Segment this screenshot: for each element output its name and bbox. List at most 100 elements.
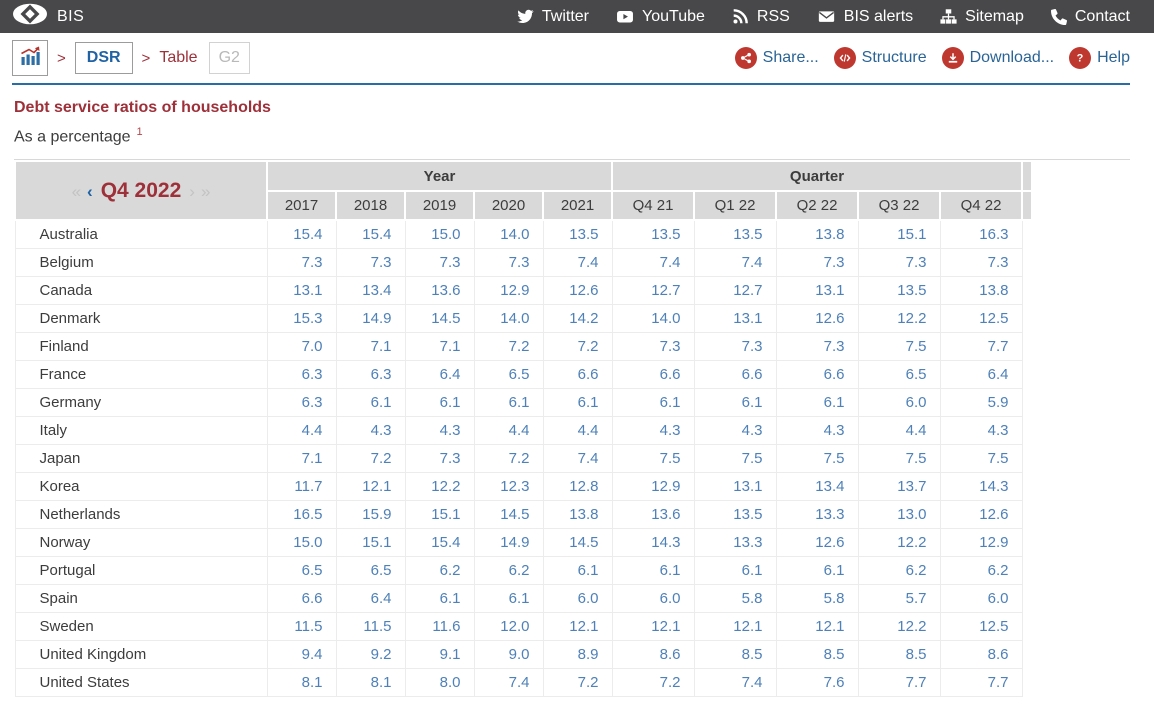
- rss-icon: [732, 8, 749, 25]
- country-cell: Netherlands: [14, 499, 268, 529]
- page-title: Debt service ratios of households: [14, 99, 271, 116]
- table-row-germany: Germany 6.3 6.1 6.1 6.1 6.1 6.1 6.1 6.1 6.0 5.9: [14, 387, 1032, 417]
- value-cell: 7.5: [611, 443, 695, 473]
- value-cell: 14.3: [611, 527, 695, 557]
- topbar-link-bis-alerts[interactable]: BIS alerts: [817, 8, 913, 26]
- row-filler: [1022, 416, 1032, 445]
- twitter-icon: [517, 8, 534, 25]
- value-cell: 12.2: [857, 611, 941, 641]
- col-header-q4-21[interactable]: Q4 21: [611, 190, 695, 222]
- footnote-link[interactable]: 1: [136, 126, 143, 138]
- value-cell: 15.4: [266, 219, 337, 249]
- row-filler: [1022, 248, 1032, 277]
- col-header-2018[interactable]: 2018: [335, 190, 406, 222]
- country-cell: Portugal: [14, 555, 268, 585]
- value-cell: 7.4: [542, 443, 613, 473]
- value-cell: 6.0: [857, 387, 941, 417]
- action-share[interactable]: Share...: [734, 47, 819, 69]
- value-cell: 7.3: [404, 443, 475, 473]
- value-cell: 15.1: [335, 527, 406, 557]
- country-cell: Finland: [14, 331, 268, 361]
- download-icon: [941, 47, 964, 69]
- value-cell: 13.5: [857, 275, 941, 305]
- table-code-badge: G2: [208, 42, 250, 74]
- action-label: Structure: [861, 49, 927, 66]
- row-filler: [1022, 472, 1032, 501]
- value-cell: 15.0: [404, 219, 475, 249]
- value-cell: 7.2: [335, 443, 406, 473]
- value-cell: 6.2: [939, 555, 1023, 585]
- topbar-link-rss[interactable]: RSS: [732, 8, 790, 26]
- table-row-norway: Norway 15.0 15.1 15.4 14.9 14.5 14.3 13.3 12.6 12…: [14, 527, 1032, 557]
- value-cell: 7.3: [266, 247, 337, 277]
- breadcrumb-table[interactable]: Table: [159, 49, 198, 66]
- value-cell: 11.6: [404, 611, 475, 641]
- topbar-link-label: RSS: [756, 7, 790, 25]
- action-help[interactable]: ? Help: [1069, 47, 1130, 69]
- value-cell: 12.9: [473, 275, 544, 305]
- value-cell: 12.2: [857, 527, 941, 557]
- breadcrumb-dsr[interactable]: DSR: [74, 42, 133, 74]
- table-row-united-kingdom: United Kingdom 9.4 9.2 9.1 9.0 8.9 8.6 8.5 8.5 8.…: [14, 639, 1032, 669]
- value-cell: 8.5: [693, 639, 777, 669]
- pager-prev-button[interactable]: ‹: [87, 181, 93, 201]
- value-cell: 14.3: [939, 471, 1023, 501]
- action-download[interactable]: Download...: [941, 47, 1054, 69]
- value-cell: 6.5: [266, 555, 337, 585]
- topbar-link-contact[interactable]: Contact: [1050, 8, 1130, 26]
- value-cell: 12.1: [775, 611, 859, 641]
- col-header-q1-22[interactable]: Q1 22: [693, 190, 777, 222]
- topbar-link-label: Twitter: [541, 7, 590, 25]
- value-cell: 7.1: [266, 443, 337, 473]
- country-cell: Australia: [14, 219, 268, 249]
- col-header-q2-22[interactable]: Q2 22: [775, 190, 859, 222]
- col-header-2017[interactable]: 2017: [266, 190, 337, 222]
- value-cell: 6.0: [542, 583, 613, 613]
- value-cell: 11.7: [266, 471, 337, 501]
- topbar-link-twitter[interactable]: Twitter: [517, 8, 589, 26]
- value-cell: 12.2: [857, 303, 941, 333]
- value-cell: 6.6: [542, 359, 613, 389]
- bis-logo[interactable]: BIS: [12, 3, 84, 30]
- value-cell: 7.3: [693, 331, 777, 361]
- value-cell: 12.1: [542, 611, 613, 641]
- value-cell: 16.3: [939, 219, 1023, 249]
- value-cell: 7.2: [473, 331, 544, 361]
- value-cell: 6.4: [939, 359, 1023, 389]
- col-header-2021[interactable]: 2021: [542, 190, 613, 222]
- table-row-netherlands: Netherlands 16.5 15.9 15.1 14.5 13.8 13.6 13.5 1…: [14, 499, 1032, 529]
- table-row-korea: Korea 11.7 12.1 12.2 12.3 12.8 12.9 13.1 13.4 13.…: [14, 471, 1032, 501]
- value-cell: 6.1: [775, 387, 859, 417]
- value-cell: 13.5: [611, 219, 695, 249]
- value-cell: 13.1: [693, 303, 777, 333]
- quarter-group-header: Quarter: [611, 160, 1023, 193]
- action-structure[interactable]: Structure: [833, 47, 927, 69]
- country-cell: Spain: [14, 583, 268, 613]
- topbar-link-sitemap[interactable]: Sitemap: [940, 8, 1024, 26]
- topbar-link-youtube[interactable]: YouTube: [616, 8, 705, 26]
- value-cell: 6.4: [335, 583, 406, 613]
- value-cell: 12.6: [775, 303, 859, 333]
- value-cell: 13.5: [542, 219, 613, 249]
- value-cell: 11.5: [335, 611, 406, 641]
- value-cell: 7.4: [473, 667, 544, 697]
- col-header-q3-22[interactable]: Q3 22: [857, 190, 941, 222]
- stats-home-button[interactable]: [12, 40, 48, 76]
- value-cell: 6.1: [775, 555, 859, 585]
- country-cell: France: [14, 359, 268, 389]
- value-cell: 14.9: [473, 527, 544, 557]
- value-cell: 6.6: [775, 359, 859, 389]
- value-cell: 15.1: [404, 499, 475, 529]
- page-subtitle: As a percentage 1: [14, 126, 1154, 146]
- value-cell: 14.5: [542, 527, 613, 557]
- breadcrumb-separator: >: [141, 49, 151, 67]
- value-cell: 8.1: [266, 667, 337, 697]
- value-cell: 5.8: [693, 583, 777, 613]
- value-cell: 7.6: [775, 667, 859, 697]
- col-header-q4-22[interactable]: Q4 22: [939, 190, 1023, 222]
- topbar-link-label: BIS alerts: [843, 7, 914, 25]
- col-header-2020[interactable]: 2020: [473, 190, 544, 222]
- value-cell: 7.1: [335, 331, 406, 361]
- col-header-2019[interactable]: 2019: [404, 190, 475, 222]
- value-cell: 7.0: [266, 331, 337, 361]
